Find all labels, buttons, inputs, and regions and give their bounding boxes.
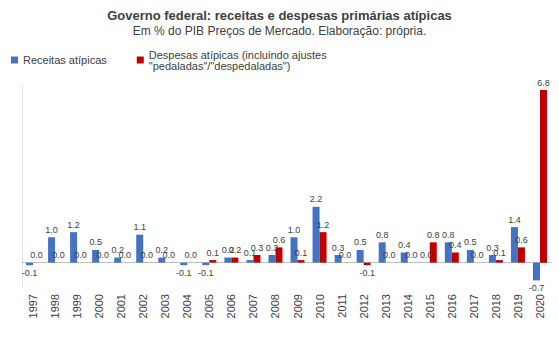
svg-text:-0.1: -0.1 — [22, 268, 38, 278]
svg-text:Em % do PIB Preços de Mercado.: Em % do PIB Preços de Mercado. Elaboraçã… — [133, 24, 426, 38]
svg-text:0.0: 0.0 — [140, 250, 153, 260]
svg-text:2015: 2015 — [424, 294, 436, 318]
svg-text:1997: 1997 — [27, 294, 39, 318]
svg-text:2010: 2010 — [314, 294, 326, 318]
svg-text:0.1: 0.1 — [207, 248, 220, 258]
svg-text:2006: 2006 — [225, 294, 237, 318]
svg-text:1.2: 1.2 — [67, 220, 80, 230]
svg-text:"pedaladas"/"despedaladas"): "pedaladas"/"despedaladas") — [149, 60, 291, 72]
svg-text:0.6: 0.6 — [515, 235, 528, 245]
svg-text:0.0: 0.0 — [30, 250, 43, 260]
svg-text:2007: 2007 — [247, 294, 259, 318]
svg-text:2000: 2000 — [93, 294, 105, 318]
svg-text:0.0: 0.0 — [96, 250, 109, 260]
svg-text:1.2: 1.2 — [317, 220, 330, 230]
svg-text:0.1: 0.1 — [493, 248, 506, 258]
svg-text:2019: 2019 — [512, 294, 524, 318]
svg-text:2013: 2013 — [380, 294, 392, 318]
svg-text:-0.1: -0.1 — [359, 268, 375, 278]
svg-text:0.0: 0.0 — [118, 250, 131, 260]
svg-text:1.0: 1.0 — [288, 225, 301, 235]
svg-text:2004: 2004 — [181, 294, 193, 318]
svg-text:0.1: 0.1 — [243, 247, 257, 258]
svg-text:0.0: 0.0 — [420, 250, 433, 260]
svg-text:0.3: 0.3 — [251, 243, 264, 253]
svg-text:0.0: 0.0 — [74, 250, 87, 260]
svg-text:2002: 2002 — [137, 294, 149, 318]
svg-text:0.3: 0.3 — [331, 242, 345, 253]
svg-text:0.0: 0.0 — [52, 250, 65, 260]
svg-text:0.2: 0.2 — [229, 245, 242, 255]
svg-text:1999: 1999 — [71, 294, 83, 318]
svg-text:2.2: 2.2 — [310, 194, 323, 204]
svg-text:2008: 2008 — [269, 294, 281, 318]
svg-text:0.0: 0.0 — [185, 250, 198, 260]
svg-text:Receitas atípicas: Receitas atípicas — [23, 54, 107, 66]
svg-text:2003: 2003 — [159, 294, 171, 318]
svg-text:0.0: 0.0 — [383, 250, 396, 260]
svg-text:0.6: 0.6 — [273, 235, 286, 245]
svg-text:2016: 2016 — [446, 294, 458, 318]
svg-text:0.4: 0.4 — [449, 240, 462, 250]
svg-text:0.3: 0.3 — [265, 242, 279, 253]
svg-text:0.8: 0.8 — [427, 230, 440, 240]
svg-text:2011: 2011 — [336, 294, 348, 318]
svg-text:0.0: 0.0 — [163, 250, 176, 260]
svg-text:0.0: 0.0 — [405, 250, 418, 260]
svg-text:0.0: 0.0 — [339, 250, 352, 260]
svg-text:1.4: 1.4 — [508, 215, 521, 225]
svg-text:2005: 2005 — [203, 294, 215, 318]
svg-text:2020: 2020 — [534, 294, 546, 318]
svg-text:0.5: 0.5 — [89, 237, 102, 247]
svg-text:0.1: 0.1 — [295, 248, 308, 258]
svg-text:2014: 2014 — [402, 294, 414, 318]
svg-text:-0.1: -0.1 — [198, 268, 214, 278]
svg-text:6.8: 6.8 — [537, 78, 550, 88]
svg-text:-0.1: -0.1 — [176, 268, 192, 278]
svg-text:1998: 1998 — [49, 294, 61, 318]
svg-text:0.5: 0.5 — [464, 237, 477, 247]
svg-text:0.5: 0.5 — [354, 237, 367, 247]
svg-text:0.8: 0.8 — [442, 230, 455, 240]
svg-text:2012: 2012 — [358, 294, 370, 318]
svg-text:2018: 2018 — [490, 294, 502, 318]
svg-text:2009: 2009 — [292, 294, 304, 318]
svg-text:0.4: 0.4 — [398, 240, 411, 250]
svg-text:0.8: 0.8 — [376, 230, 389, 240]
svg-text:2001: 2001 — [115, 294, 127, 318]
svg-text:2017: 2017 — [468, 294, 480, 318]
svg-text:-0.7: -0.7 — [529, 283, 545, 293]
svg-text:Governo federal: receitas e de: Governo federal: receitas e despesas pri… — [107, 8, 452, 23]
svg-text:1.1: 1.1 — [133, 222, 146, 232]
svg-text:1.0: 1.0 — [45, 225, 58, 235]
svg-text:Despesas atípicas (incluindo a: Despesas atípicas (incluindo ajustes — [148, 48, 327, 61]
svg-text:0.0: 0.0 — [471, 250, 484, 260]
